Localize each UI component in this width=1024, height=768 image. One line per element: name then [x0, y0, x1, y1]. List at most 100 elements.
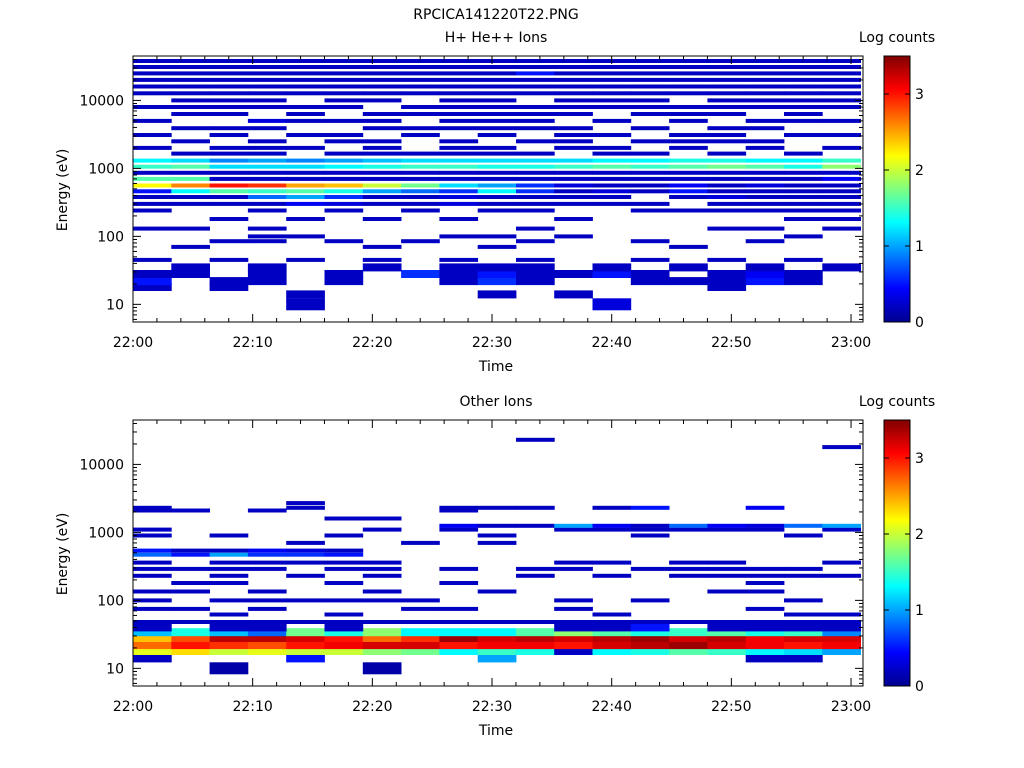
heatmap-cell: [669, 91, 708, 96]
heatmap-cell: [592, 620, 632, 624]
heatmap-cell: [630, 623, 670, 632]
heatmap-cell: [439, 641, 479, 650]
heatmap-cell: [822, 91, 861, 96]
heatmap-cell: [707, 65, 747, 69]
heatmap-cell: [362, 195, 402, 199]
heatmap-cell: [133, 560, 172, 565]
heatmap-cell: [477, 126, 517, 131]
colorbar-tick-label: 3: [915, 451, 924, 467]
heatmap-cell: [209, 201, 249, 206]
heatmap-cell: [401, 84, 440, 89]
heatmap-cell: [669, 59, 708, 63]
heatmap-cell: [784, 91, 823, 96]
heatmap-cell: [209, 552, 249, 557]
heatmap-cell: [822, 217, 861, 221]
heatmap-cell: [554, 84, 593, 89]
heatmap-cell: [133, 118, 172, 123]
colorbar-tick-label: 0: [915, 315, 924, 331]
panel-bottom: Other Ions Log counts 22:00 22:10 22:20 22:…: [55, 394, 935, 739]
heatmap-cell: [630, 105, 670, 109]
heatmap-cell: [133, 641, 172, 650]
heatmap-cell: [362, 77, 402, 82]
heatmap-cell: [630, 527, 670, 532]
heatmap-cell: [630, 641, 670, 650]
heatmap-cell: [707, 589, 747, 594]
heatmap-cell: [324, 598, 364, 603]
heatmap-cell: [669, 566, 708, 571]
heatmap-cell: [784, 533, 823, 538]
heatmap-cell: [324, 77, 364, 82]
heatmap-cell: [745, 623, 785, 632]
heatmap-cell: [286, 133, 325, 137]
heatmap-cell: [784, 112, 823, 116]
heatmap-cell: [324, 189, 364, 194]
heatmap-cell: [209, 566, 249, 571]
heatmap-cell: [286, 290, 325, 299]
heatmap-cell: [362, 527, 402, 532]
heatmap-cell: [209, 158, 249, 163]
heatmap-cell: [133, 77, 172, 82]
heatmap-cell: [592, 151, 632, 156]
heatmap-cell: [209, 151, 249, 156]
heatmap-cell: [247, 183, 287, 188]
heatmap-cell: [784, 176, 823, 181]
heatmap-cell: [707, 647, 747, 655]
heatmap-cell: [362, 244, 402, 249]
heatmap-cell: [477, 263, 517, 272]
heatmap-cell: [822, 183, 861, 188]
heatmap-cell: [554, 201, 593, 206]
heatmap-cell: [822, 623, 861, 632]
heatmap-cell: [247, 628, 287, 637]
heatmap-cell: [784, 151, 823, 156]
heatmap-cell: [439, 112, 479, 116]
heatmap-cell: [669, 133, 708, 137]
heatmap-cell: [784, 189, 823, 194]
heatmap-cell: [286, 598, 325, 603]
heatmap-cell: [171, 552, 210, 557]
heatmap-cell: [784, 647, 823, 655]
heatmap-cell: [247, 270, 287, 278]
heatmap-cell: [401, 133, 440, 137]
heatmap-cell: [209, 620, 249, 624]
heatmap-cell: [516, 239, 555, 244]
heatmap-cell: [554, 647, 593, 655]
heatmap-cell: [669, 77, 708, 82]
heatmap-cell: [784, 573, 823, 578]
heatmap-cell: [133, 527, 172, 532]
heatmap-cell: [209, 98, 249, 103]
panel-bottom-cells: [133, 437, 861, 675]
heatmap-cell: [707, 84, 747, 89]
heatmap-cell: [439, 151, 479, 156]
heatmap-cell: [707, 226, 747, 231]
heatmap-cell: [554, 105, 593, 109]
heatmap-cell: [745, 189, 785, 194]
heatmap-cell: [439, 164, 479, 169]
heatmap-cell: [401, 201, 440, 206]
x-tick-label: 23:00: [831, 699, 871, 715]
heatmap-cell: [630, 208, 670, 213]
heatmap-cell: [362, 112, 402, 116]
heatmap-cell: [247, 91, 287, 96]
heatmap-cell: [516, 201, 555, 206]
heatmap-cell: [247, 201, 287, 206]
heatmap-cell: [554, 234, 593, 239]
heatmap-cell: [477, 628, 517, 637]
heatmap-cell: [209, 126, 249, 131]
heatmap-cell: [516, 634, 555, 642]
heatmap-cell: [362, 566, 402, 571]
heatmap-cell: [439, 71, 479, 76]
heatmap-cell: [247, 126, 287, 131]
heatmap-cell: [439, 98, 479, 103]
heatmap-cell: [707, 560, 747, 565]
heatmap-cell: [133, 647, 172, 655]
heatmap-cell: [324, 158, 364, 163]
heatmap-cell: [171, 170, 210, 175]
heatmap-cell: [362, 164, 402, 169]
heatmap-cell: [784, 201, 823, 206]
heatmap-cell: [784, 623, 823, 632]
heatmap-cell: [554, 176, 593, 181]
panel-top-cells: [133, 59, 861, 311]
heatmap-cell: [171, 620, 210, 624]
panel-bottom-colorbar-ticks: 0 1 2 3: [884, 451, 924, 695]
heatmap-cell: [439, 620, 479, 624]
